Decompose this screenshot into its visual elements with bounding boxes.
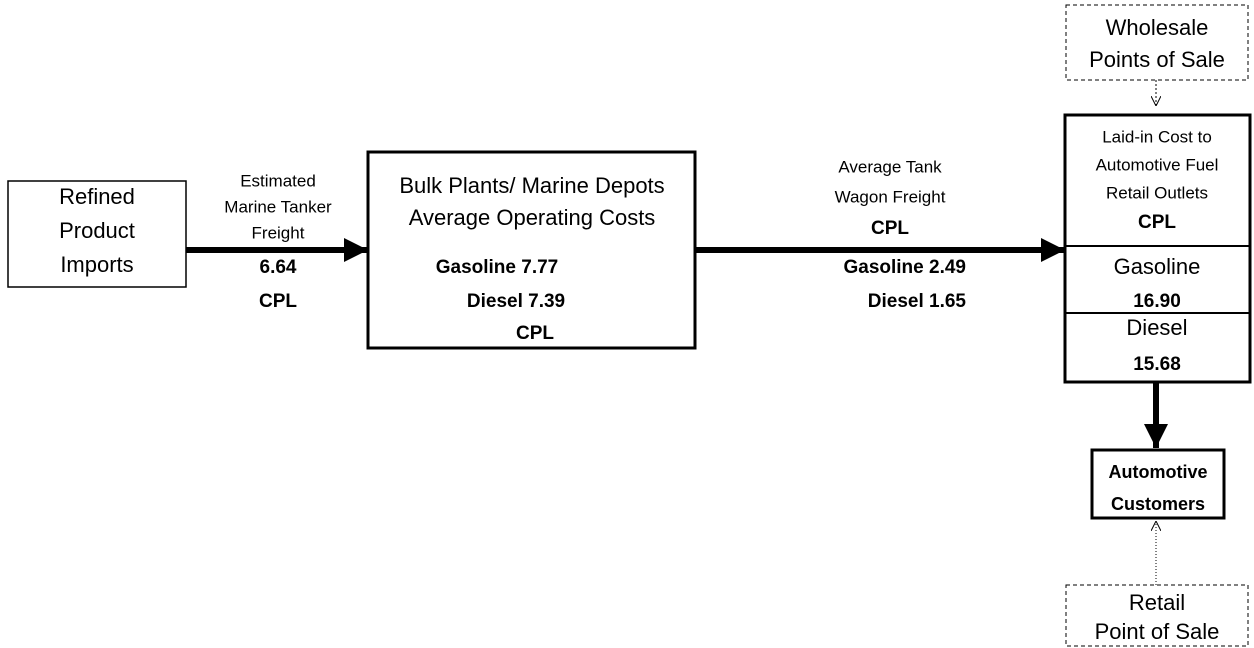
label: Retail Outlets xyxy=(1106,183,1208,202)
label: Diesel xyxy=(1126,315,1187,340)
label: Customers xyxy=(1111,494,1205,514)
value: Diesel 1.65 xyxy=(868,291,967,312)
unit: CPL xyxy=(1138,212,1176,233)
imports-box xyxy=(7,180,187,288)
label: Refined xyxy=(59,184,135,209)
label: Average Tank xyxy=(838,157,942,176)
label: Imports xyxy=(60,252,133,277)
label: Marine Tanker xyxy=(224,197,332,216)
label: Product xyxy=(59,218,135,243)
label: Automotive Fuel xyxy=(1096,155,1219,174)
value: Diesel 7.39 xyxy=(467,291,565,312)
label: Gasoline xyxy=(1114,254,1201,279)
value: 15.68 xyxy=(1133,354,1181,375)
wholesale-box xyxy=(1065,4,1249,81)
label: Points of Sale xyxy=(1089,47,1225,72)
value: 16.90 xyxy=(1133,291,1181,312)
unit: CPL xyxy=(871,218,909,239)
label: Retail xyxy=(1129,590,1185,615)
label: Wagon Freight xyxy=(835,187,946,206)
label: Bulk Plants/ Marine Depots xyxy=(399,173,664,198)
value: Gasoline 7.77 xyxy=(436,257,559,278)
label: Estimated xyxy=(240,171,316,190)
label: Freight xyxy=(252,223,305,242)
customers-box xyxy=(1090,448,1226,520)
retail-box xyxy=(1065,584,1249,647)
unit: CPL xyxy=(259,291,297,312)
label: Laid-in Cost to xyxy=(1102,127,1212,146)
value: Gasoline 2.49 xyxy=(843,257,966,278)
label: Automotive xyxy=(1109,462,1208,482)
label: Wholesale xyxy=(1106,15,1209,40)
unit: CPL xyxy=(516,323,554,344)
label: Point of Sale xyxy=(1095,619,1220,644)
value: 6.64 xyxy=(260,257,297,278)
label: Average Operating Costs xyxy=(409,205,656,230)
